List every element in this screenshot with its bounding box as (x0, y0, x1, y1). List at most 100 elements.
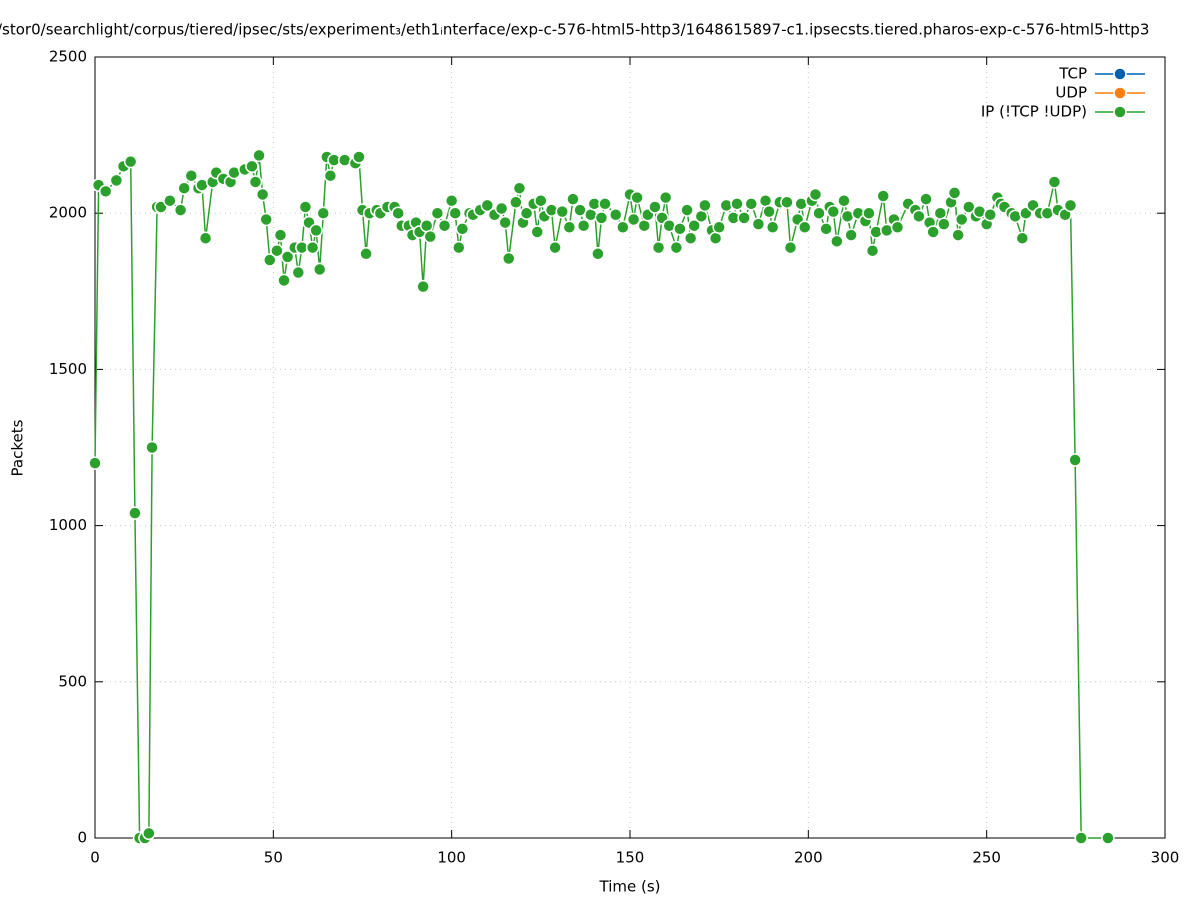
data-point (637, 218, 652, 233)
data-point (562, 220, 577, 235)
data-point (123, 154, 138, 169)
data-point (808, 187, 823, 202)
data-point (277, 273, 291, 288)
y-tick-label: 0 (77, 829, 87, 847)
data-point (280, 250, 295, 264)
data-point (184, 168, 199, 183)
data-point (890, 220, 905, 235)
data-point (912, 209, 926, 224)
data-point (255, 187, 270, 202)
data-point (712, 220, 726, 235)
data-point (498, 215, 512, 230)
data-point (730, 197, 744, 211)
data-point (177, 181, 191, 195)
y-tick-label: 1000 (49, 516, 87, 534)
data-point (419, 218, 434, 233)
data-point (391, 206, 405, 220)
data-point (548, 240, 562, 255)
data-point (88, 456, 102, 470)
data-point (744, 197, 759, 211)
data-point (555, 204, 569, 219)
x-tick-label: 50 (264, 849, 283, 867)
data-point (954, 212, 969, 227)
x-tick-label: 250 (972, 849, 1001, 867)
data-point (862, 206, 876, 220)
data-point (252, 148, 266, 163)
y-tick-label: 2000 (49, 204, 87, 222)
data-point (780, 195, 794, 210)
data-point (501, 251, 516, 266)
data-point (819, 222, 833, 236)
data-point (926, 225, 940, 239)
data-point (680, 203, 694, 217)
data-point (109, 173, 124, 188)
data-point (323, 168, 338, 183)
data-point (698, 198, 712, 213)
data-point (534, 193, 548, 208)
data-point (576, 218, 591, 233)
data-point (937, 217, 951, 231)
data-point (1047, 175, 1062, 189)
legend-label: TCP (1058, 65, 1087, 83)
y-tick-label: 1500 (49, 360, 87, 378)
data-point (298, 200, 313, 214)
data-point (142, 826, 156, 841)
data-point (683, 231, 698, 245)
data-point (316, 206, 331, 220)
data-point (312, 262, 327, 277)
data-point (480, 198, 495, 213)
data-point (519, 206, 534, 220)
x-tick-label: 100 (437, 849, 466, 867)
y-tick-label: 2500 (49, 48, 87, 66)
data-point (245, 159, 259, 174)
data-point (626, 212, 641, 227)
data-point (566, 192, 580, 206)
data-point (98, 184, 113, 199)
data-point (263, 253, 277, 267)
data-point (844, 228, 858, 242)
data-point (291, 265, 306, 280)
x-tick-label: 300 (1151, 849, 1180, 867)
data-point (826, 204, 841, 219)
data-point (651, 240, 666, 255)
legend-label: IP (!TCP !UDP) (981, 103, 1087, 121)
data-point (1063, 198, 1078, 213)
data-point (865, 243, 880, 258)
y-axis-label: Packets (9, 419, 27, 476)
data-point (630, 190, 644, 205)
data-point (783, 240, 798, 255)
data-point (359, 247, 373, 261)
data-point (687, 218, 701, 233)
data-point (430, 206, 445, 220)
data-point (591, 247, 605, 261)
data-point (305, 240, 320, 255)
x-tick-label: 200 (794, 849, 823, 867)
data-point (1068, 453, 1082, 467)
data-point (608, 208, 623, 222)
data-point (273, 228, 288, 242)
data-point (765, 220, 780, 235)
data-point (708, 231, 723, 245)
data-point (837, 193, 851, 208)
data-point (751, 217, 766, 231)
data-point (145, 440, 159, 455)
data-point (128, 506, 142, 520)
data-point (309, 223, 323, 238)
data-point (830, 234, 844, 249)
data-point (648, 200, 662, 214)
data-point (259, 212, 273, 227)
data-point (270, 243, 284, 258)
data-point (919, 192, 933, 206)
legend-marker (1113, 67, 1127, 81)
data-point (494, 201, 509, 216)
data-point (444, 193, 459, 208)
data-point (198, 231, 213, 245)
data-point (598, 197, 612, 211)
data-point (616, 220, 630, 235)
data-point (947, 186, 962, 200)
legend-marker (1113, 86, 1127, 100)
x-tick-label: 0 (90, 849, 100, 867)
data-point (673, 222, 687, 236)
data-point (737, 211, 751, 225)
